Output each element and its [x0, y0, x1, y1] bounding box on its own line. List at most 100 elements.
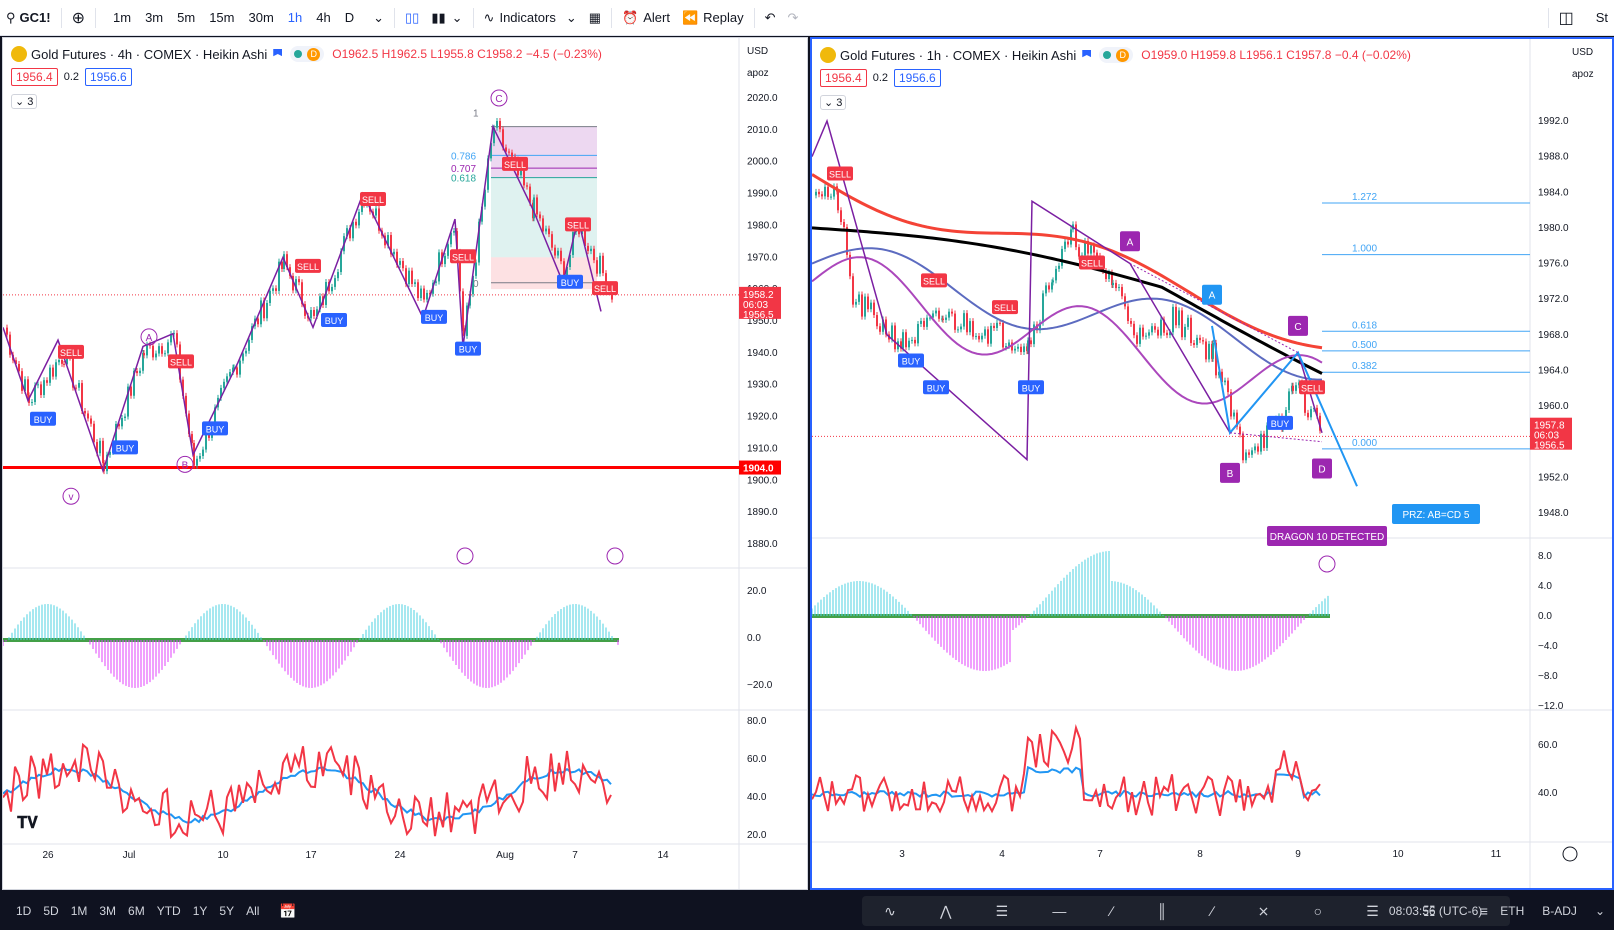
- timeframe-30m[interactable]: 30m: [248, 10, 274, 25]
- chart-canvas-1h[interactable]: 1992.0 1988.0 1984.0 1980.0 1976.0 1972.0 1968…: [812, 39, 1612, 888]
- right-label[interactable]: St: [1595, 10, 1608, 25]
- ask-button[interactable]: 1956.6: [85, 68, 132, 86]
- channel-tool-icon[interactable]: ☰: [995, 902, 1009, 919]
- price-tick-label: 1992.0: [1538, 116, 1569, 127]
- price-tick-label: 1940.0: [747, 348, 778, 359]
- chart-pane-4h[interactable]: 2020.02010.02000.01990.01980.01970.01960…: [2, 37, 808, 890]
- range-1d[interactable]: 1D: [16, 904, 32, 918]
- currency-button[interactable]: USD: [747, 46, 769, 57]
- collapse-panel-icon[interactable]: ⌄: [1594, 904, 1605, 918]
- range-ytd[interactable]: YTD: [156, 904, 181, 918]
- pattern-tool-icon[interactable]: ∿: [884, 902, 896, 919]
- candle: [529, 186, 531, 203]
- candle: [229, 372, 231, 377]
- candle: [487, 158, 489, 190]
- add-symbol-button[interactable]: ⊕: [66, 0, 91, 36]
- prz-tag: [1392, 504, 1480, 524]
- candle: [490, 143, 492, 159]
- status-pill[interactable]: D: [1099, 47, 1134, 63]
- candle: [526, 185, 528, 187]
- candle: [176, 333, 178, 345]
- candle: [478, 221, 480, 263]
- chart-canvas-4h[interactable]: 2020.02010.02000.01990.01980.01970.01960…: [3, 38, 808, 890]
- candle: [1039, 322, 1041, 331]
- ask-button[interactable]: 1956.6: [894, 69, 941, 87]
- fib-retracement-icon[interactable]: ☰: [1366, 902, 1379, 919]
- candle: [358, 211, 360, 226]
- candle: [24, 379, 26, 391]
- candle: [821, 194, 823, 197]
- candle: [414, 282, 416, 285]
- session-button[interactable]: ETH: [1500, 904, 1525, 918]
- goto-date-icon[interactable]: 📅: [279, 902, 297, 919]
- flag-icon[interactable]: [273, 48, 283, 57]
- candle: [139, 370, 141, 374]
- layout-button[interactable]: ▦: [583, 0, 607, 36]
- indicator-collapse-button[interactable]: ⌄ 3: [820, 95, 847, 110]
- undo-button[interactable]: ↶: [759, 0, 782, 36]
- osc-axis-label: 60.0: [1538, 740, 1558, 751]
- range-1m[interactable]: 1M: [70, 904, 88, 918]
- bar-style-button[interactable]: ▯▯: [399, 0, 425, 36]
- xabcd-tool-icon[interactable]: ⨯: [1257, 902, 1270, 919]
- panel-toggle-button[interactable]: ◫: [1553, 0, 1580, 36]
- candle: [99, 440, 101, 454]
- chart-legend: Gold Futures · 4h · COMEX · Heikin Ashi …: [11, 46, 602, 62]
- timeframe-1m[interactable]: 1m: [113, 10, 132, 25]
- candle: [833, 186, 835, 197]
- candle: [539, 214, 541, 219]
- clock-time[interactable]: 08:03:56 (UTC-6): [1388, 904, 1483, 918]
- candle: [938, 310, 940, 319]
- line-tool-icon[interactable]: ∕: [1211, 903, 1214, 919]
- osc-axis-label: −20.0: [747, 680, 773, 691]
- candle: [1005, 345, 1007, 348]
- bars-tool-icon[interactable]: ║: [1157, 903, 1167, 919]
- bid-button[interactable]: 1956.4: [820, 69, 867, 87]
- range-6m[interactable]: 6M: [128, 904, 145, 918]
- candle: [1187, 317, 1189, 327]
- candle: [972, 321, 974, 337]
- candle: [170, 333, 172, 343]
- signal-buy-label: BUY: [34, 415, 53, 425]
- range-5d[interactable]: 5D: [43, 904, 59, 918]
- timeframe-dropdown[interactable]: ⌄: [367, 0, 390, 36]
- fib-circle-icon[interactable]: ○: [1313, 903, 1323, 919]
- horizontal-line-icon[interactable]: —: [1052, 903, 1067, 919]
- fib-channel-icon[interactable]: ≡: [1479, 903, 1488, 919]
- timeframe-4h[interactable]: 4h: [316, 10, 331, 25]
- timeframe-1h[interactable]: 1h: [287, 10, 303, 25]
- timeframe-5m[interactable]: 5m: [177, 10, 196, 25]
- ma-blue-line: [812, 247, 1323, 381]
- timeframe-3m[interactable]: 3m: [145, 10, 164, 25]
- candle: [1051, 282, 1053, 290]
- flag-icon[interactable]: [1082, 49, 1092, 58]
- price-tick-label: 1948.0: [1538, 508, 1569, 519]
- replay-button[interactable]: ⏪ Replay: [676, 0, 750, 36]
- bid-button[interactable]: 1956.4: [11, 68, 58, 86]
- chart-pane-1h[interactable]: 1992.0 1988.0 1984.0 1980.0 1976.0 1972.0 1968…: [810, 37, 1614, 890]
- status-pill[interactable]: D: [290, 46, 325, 62]
- adjustment-button[interactable]: B-ADJ: [1542, 904, 1577, 918]
- range-3m[interactable]: 3M: [99, 904, 117, 918]
- chart-type-button[interactable]: ▮▮ ⌄: [425, 0, 468, 36]
- timeframe-15m[interactable]: 15m: [209, 10, 235, 25]
- fib-extension-icon[interactable]: ☷: [1422, 902, 1436, 919]
- wave-label: B: [182, 460, 189, 471]
- scale-mode-button[interactable]: apoz: [1572, 69, 1594, 80]
- abc-tool-icon[interactable]: ⋀: [939, 902, 952, 919]
- redo-button[interactable]: ↷: [782, 0, 805, 36]
- scale-mode-button[interactable]: apoz: [747, 68, 769, 79]
- range-1y[interactable]: 1Y: [192, 904, 208, 918]
- currency-button[interactable]: USD: [1572, 47, 1594, 58]
- alert-button[interactable]: ⏰ Alert: [616, 0, 676, 36]
- range-5y[interactable]: 5Y: [219, 904, 235, 918]
- timeframe-D[interactable]: D: [344, 10, 355, 25]
- indicators-button[interactable]: ∿ Indicators ⌄: [478, 0, 583, 36]
- range-all[interactable]: All: [246, 904, 260, 918]
- signal-sell-label: SELL: [362, 195, 384, 205]
- price-tick-label: 2010.0: [747, 125, 778, 136]
- trend-line-icon[interactable]: ∕: [1110, 903, 1113, 919]
- osc-axis-label: 0.0: [747, 633, 761, 644]
- symbol-search[interactable]: ⚲ GC1!: [0, 0, 57, 36]
- indicator-collapse-button[interactable]: ⌄ 3: [11, 94, 38, 109]
